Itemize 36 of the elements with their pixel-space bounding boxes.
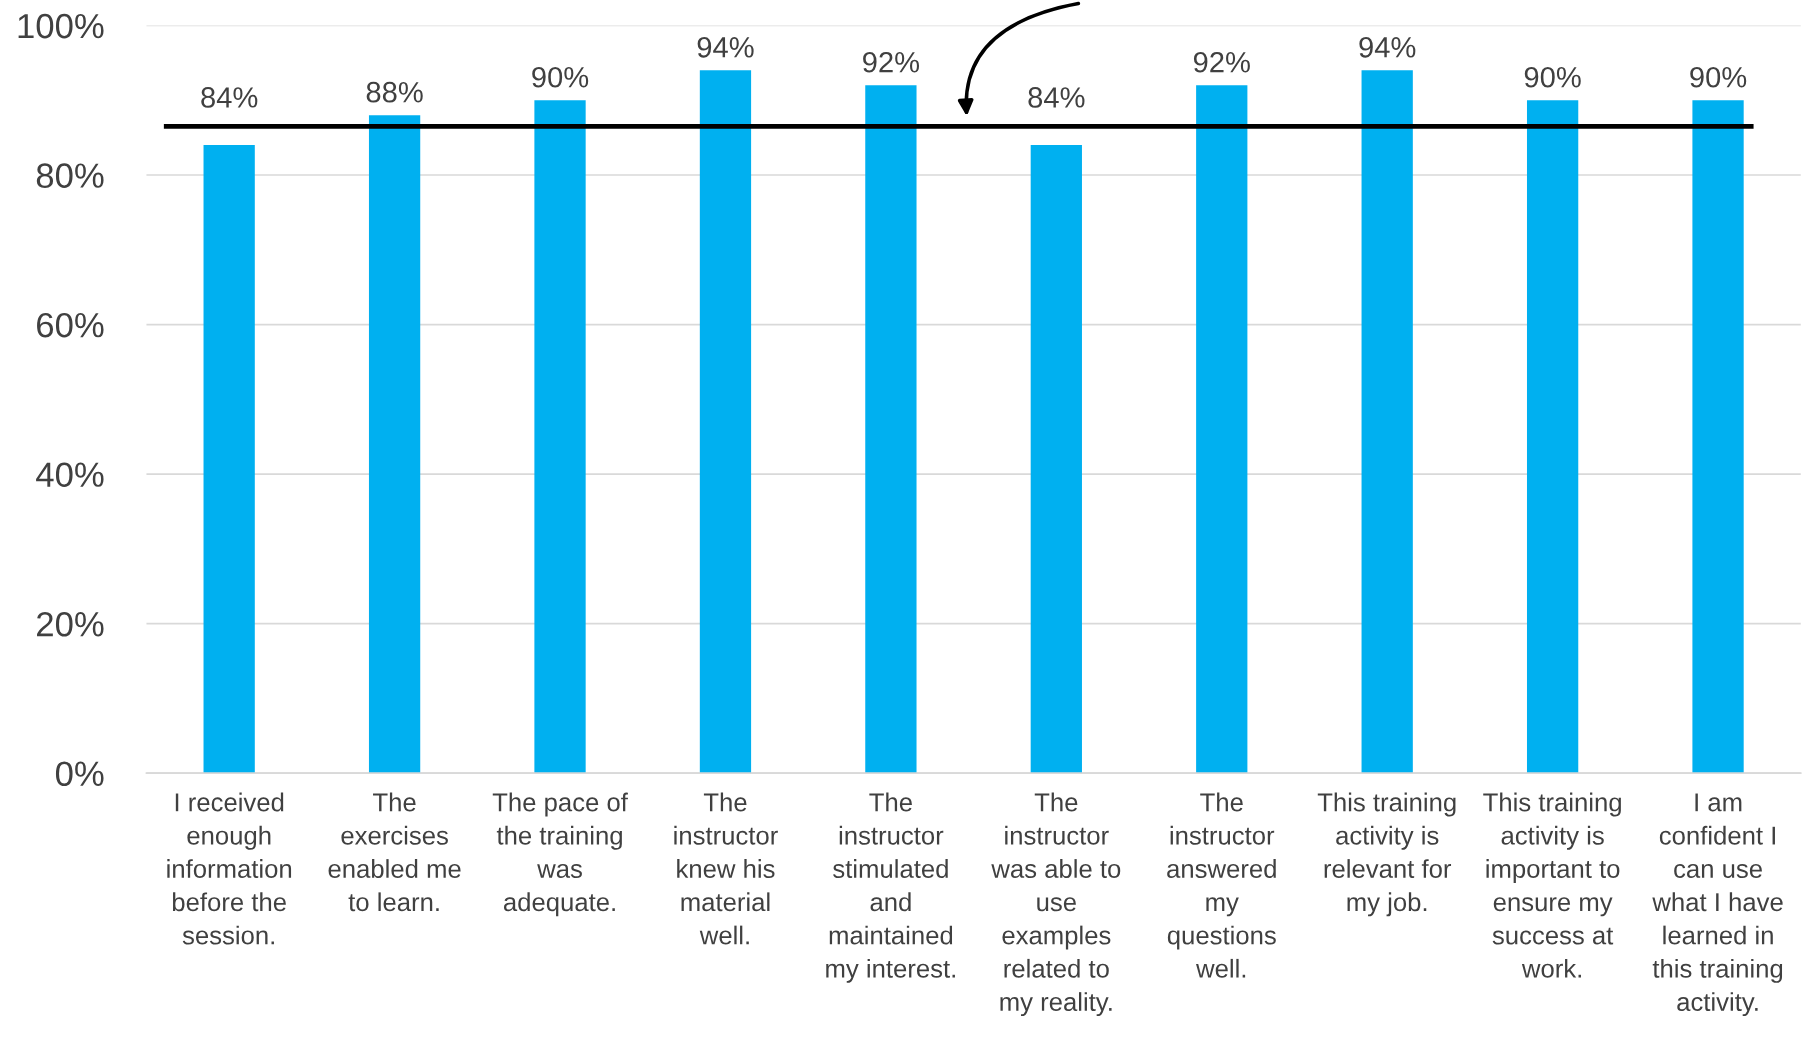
bar <box>699 70 752 774</box>
x-tick-label: The pace of the training was adequate. <box>492 792 628 917</box>
data-label: 90% <box>532 66 589 88</box>
y-tick-label: 20% <box>37 611 104 637</box>
y-tick-label: 80% <box>36 163 104 188</box>
data-label: 90% <box>1690 66 1747 88</box>
bar <box>534 100 586 774</box>
data-label: 92% <box>863 51 920 73</box>
data-label: 92% <box>1193 51 1250 73</box>
y-tick-label: 0% <box>55 761 104 787</box>
x-tick-label: This training activity is important to ensure my success at work. <box>1483 792 1621 978</box>
bar <box>1196 85 1248 774</box>
bar <box>865 85 917 774</box>
x-tick-label: The instructor answered my questions well. <box>1167 792 1276 978</box>
data-label: 84% <box>1028 87 1085 108</box>
x-tick-label: I am confident I can use what I have learned in this training activity. <box>1652 793 1783 1017</box>
bar <box>1526 100 1579 774</box>
data-label: 84% <box>201 87 258 108</box>
bar <box>1692 100 1744 774</box>
x-tick-label: I received enough information before the session. <box>167 792 292 945</box>
bar <box>1361 70 1413 774</box>
bar <box>368 115 421 774</box>
x-tick-label: The instructor knew his material well. <box>674 792 778 945</box>
x-tick-label: The instructor stimulated and maintained my interest. <box>826 792 955 983</box>
y-tick-label: 60% <box>37 312 104 338</box>
x-tick-label: The instructor was able to use examples related to my reality. <box>991 792 1121 1017</box>
data-label: 94% <box>1359 36 1416 58</box>
bar <box>203 145 255 774</box>
bar <box>1030 145 1082 774</box>
y-tick-label: 100% <box>18 13 104 39</box>
y-tick-label: 40% <box>36 462 104 487</box>
x-tick-label: This training activity is relevant for my job. <box>1317 792 1456 917</box>
data-label: 88% <box>366 81 423 103</box>
x-tick-label: The exercises enabled me to learn. <box>328 792 461 912</box>
data-label: 94% <box>697 36 754 58</box>
data-label: 90% <box>1524 66 1581 88</box>
